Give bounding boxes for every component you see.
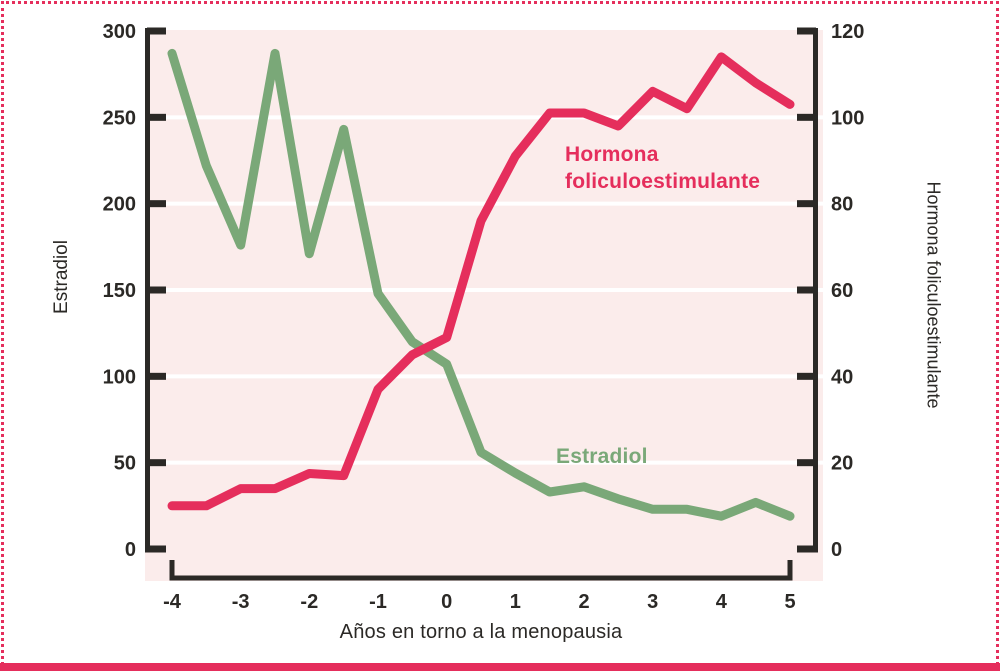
y-axis-right-tick — [797, 113, 816, 121]
y-axis-right-tick-label: 100 — [831, 107, 864, 129]
y-axis-right-tick — [797, 27, 816, 35]
y-axis-left-tick — [147, 545, 166, 553]
y-axis-right-tick-label: 0 — [831, 539, 842, 561]
x-axis-tick-label: -4 — [163, 591, 182, 613]
y-axis-left-tick-label: 50 — [114, 453, 136, 475]
y-axis-right-tick-label: 60 — [831, 280, 853, 302]
y-axis-left-tick — [147, 200, 166, 208]
series-label-fsh: Hormona foliculoestimulante — [565, 143, 761, 194]
x-axis-tick-label: 4 — [716, 591, 728, 613]
estradiol-line — [167, 48, 795, 521]
y-axis-left-tick-label: 200 — [103, 194, 136, 216]
y-axis-right-tick — [797, 286, 816, 294]
plot-area — [145, 30, 823, 581]
y-axis-right-tick — [797, 372, 816, 380]
series-label-estradiol: Estradiol — [556, 445, 648, 468]
x-axis-tick-label: 1 — [510, 591, 521, 613]
x-axis-tick-label: 0 — [441, 591, 452, 613]
y-axis-left-tick — [147, 113, 166, 121]
bottom-accent-bar — [0, 663, 1000, 671]
y-axis-left-tick-label: 250 — [103, 107, 136, 129]
y-axis-right-tick-label: 20 — [831, 453, 853, 475]
x-axis-tick-label: -2 — [300, 591, 318, 613]
x-axis-tick-label: -1 — [369, 591, 387, 613]
x-axis-title: Años en torno a la menopausia — [339, 621, 623, 643]
y-axis-right-tick-label: 80 — [831, 194, 853, 216]
y-axis-left-tick — [147, 459, 166, 467]
y-axis-right-tick-label: 120 — [831, 21, 864, 43]
y-axis-left-tick — [147, 27, 166, 35]
y-axis-left-tick-label: 0 — [125, 539, 136, 561]
y-axis-right-tick — [797, 200, 816, 208]
x-axis-tick-label: 5 — [784, 591, 795, 613]
x-axis-tick-label: 3 — [647, 591, 658, 613]
x-axis-tick-label: 2 — [578, 591, 589, 613]
y-axis-right-tick-label: 40 — [831, 366, 853, 388]
y-axis-left-tick — [147, 286, 166, 294]
y-axis-left-tick-label: 100 — [103, 366, 136, 388]
x-axis-tick-label: -3 — [232, 591, 250, 613]
y-axis-right-tick — [797, 545, 816, 553]
y-axis-left-title: Estradiol — [51, 240, 72, 314]
y-axis-right-title: Hormona foliculoestimulante — [923, 181, 944, 409]
y-axis-left-tick-label: 300 — [103, 21, 136, 43]
hormona-foliculoestimulante-line — [167, 52, 795, 511]
y-axis-left-tick-label: 150 — [103, 280, 136, 302]
y-axis-left-tick — [147, 372, 166, 380]
y-axis-right-tick — [797, 459, 816, 467]
